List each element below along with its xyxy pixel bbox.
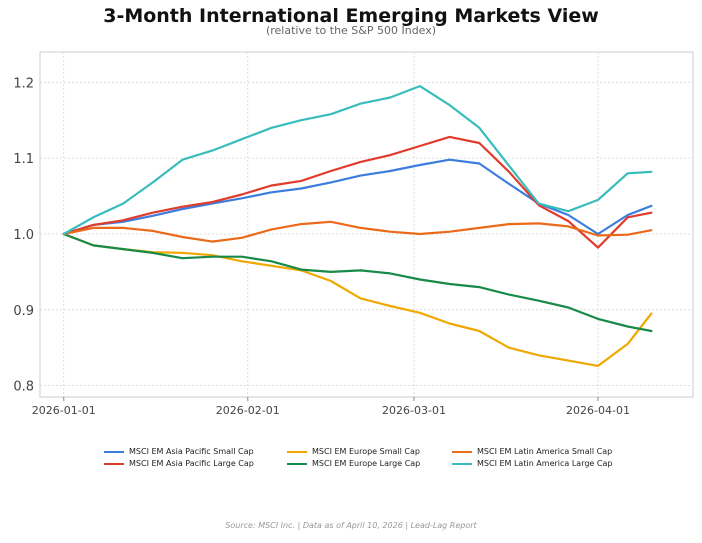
legend-swatch xyxy=(452,450,472,453)
legend-swatch xyxy=(287,462,307,465)
legend-label: MSCI EM Europe Large Cap xyxy=(312,459,421,468)
legend-item-europe-small-cap: MSCI EM Europe Small Cap xyxy=(287,447,452,456)
y-tick-label: 0.8 xyxy=(13,380,34,395)
x-tick-label: 2026-03-01 xyxy=(382,404,446,417)
y-tick-label: 0.9 xyxy=(13,304,34,319)
series-line-msci-em-europe-large-cap xyxy=(62,232,653,333)
legend-label: MSCI EM Europe Small Cap xyxy=(312,447,420,456)
legend-item-latin-america-large-cap: MSCI EM Latin America Large Cap xyxy=(452,459,652,468)
y-tick-label: 1.0 xyxy=(13,228,34,243)
legend-item-asia-pacific-large-cap: MSCI EM Asia Pacific Large Cap xyxy=(104,459,287,468)
y-tick-label: 1.2 xyxy=(13,76,34,91)
legend-swatch xyxy=(287,450,307,453)
chart-title: 3-Month International Emerging Markets V… xyxy=(103,5,599,27)
series-line-msci-em-latin-america-large-cap xyxy=(62,84,653,236)
legend-label: MSCI EM Latin America Large Cap xyxy=(477,459,613,468)
x-tick-label: 2026-01-01 xyxy=(32,404,96,417)
series-line-msci-em-asia-pacific-small-cap xyxy=(62,158,653,236)
legend-item-europe-large-cap: MSCI EM Europe Large Cap xyxy=(287,459,452,468)
x-tick-label: 2026-02-01 xyxy=(216,404,280,417)
legend: MSCI EM Asia Pacific Small Cap MSCI EM E… xyxy=(104,447,664,468)
legend-label: MSCI EM Asia Pacific Large Cap xyxy=(129,459,254,468)
legend-swatch xyxy=(452,462,472,465)
series-line-msci-em-asia-pacific-large-cap xyxy=(62,135,653,249)
legend-label: MSCI EM Asia Pacific Small Cap xyxy=(129,447,254,456)
legend-label: MSCI EM Latin America Small Cap xyxy=(477,447,613,456)
series-line-msci-em-europe-small-cap xyxy=(62,232,653,367)
chart-subtitle: (relative to the S&P 500 Index) xyxy=(265,24,437,37)
y-tick-label: 1.1 xyxy=(13,152,34,167)
legend-swatch xyxy=(104,450,124,453)
plot-area xyxy=(39,51,694,398)
x-tick-label: 2026-04-01 xyxy=(566,404,630,417)
series-line-msci-em-latin-america-small-cap xyxy=(62,220,653,243)
legend-item-latin-america-small-cap: MSCI EM Latin America Small Cap xyxy=(452,447,652,456)
legend-item-asia-pacific-small-cap: MSCI EM Asia Pacific Small Cap xyxy=(104,447,287,456)
legend-swatch xyxy=(104,462,124,465)
source-footer: Source: MSCI Inc. | Data as of April 10,… xyxy=(225,521,477,530)
